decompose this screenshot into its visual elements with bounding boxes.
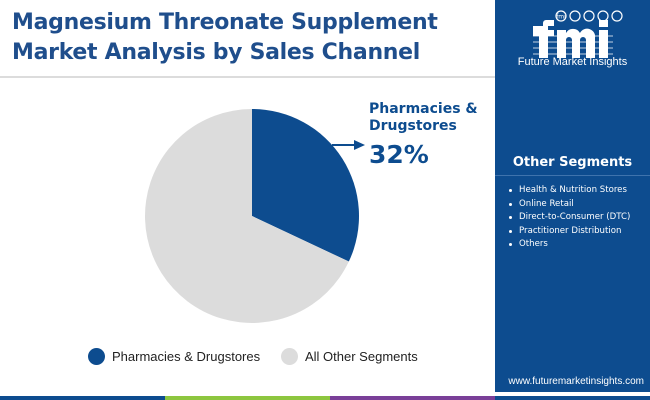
callout-label: Pharmacies & Drugstores [369,101,478,134]
callout-arrow [332,140,365,150]
pie-slice-all-other-segments [145,109,349,323]
brand-panel: fmi Future Market Insights Other Segment… [495,0,650,392]
website-url[interactable]: www.futuremarketinsights.com [508,376,644,387]
footer-stripe-blue [0,396,165,400]
segment-item: Others [508,238,630,252]
footer-stripe-green [165,396,330,400]
legend-swatch [88,348,105,365]
other-segments-title: Other Segments [512,155,633,170]
segment-item: Practitioner Distribution [508,225,630,239]
segment-item: Direct-to-Consumer (DTC) [508,211,630,225]
legend-item-other-segments: All Other Segments [281,348,418,365]
fmi-logo: fmi [533,10,623,58]
segment-item: Online Retail [508,198,630,212]
segments-divider [495,175,650,176]
legend-item-pharmacies: Pharmacies & Drugstores [88,348,260,365]
footer-stripe-purple [330,396,495,400]
chart-title: Magnesium Threonate Supplement Market An… [12,10,438,65]
legend-label: Pharmacies & Drugstores [112,349,261,364]
pie-slice-pharmacies-drugstores [252,109,359,262]
brand-name: Future Market Insights [517,56,628,68]
header-divider [0,76,495,78]
segment-item: Health & Nutrition Stores [508,184,630,198]
callout-value: 32% [369,140,429,169]
pie-chart [145,109,365,323]
other-segments-list: Health & Nutrition Stores Online Retail … [508,184,630,252]
legend-swatch [281,348,298,365]
logo-wordmark: fmi [556,14,566,21]
pie-slices [145,109,359,323]
footer-stripe-navy [495,396,650,400]
legend-label: All Other Segments [305,349,418,364]
